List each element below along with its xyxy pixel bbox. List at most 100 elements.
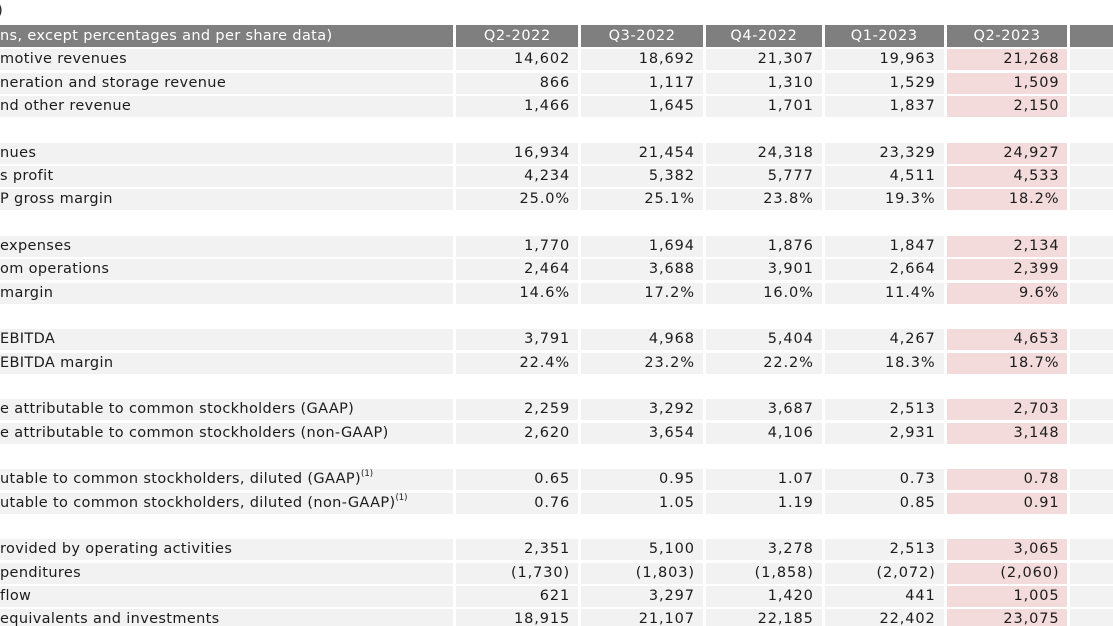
- cell-value: 18,915: [456, 609, 579, 626]
- stub-cell: [1070, 259, 1113, 281]
- row-label-cell: EBITDA margin: [0, 352, 454, 374]
- cell-value: 17.2%: [581, 282, 703, 304]
- cell-value: 4,106: [705, 422, 822, 444]
- cell-value-highlighted: 2,150: [946, 95, 1068, 117]
- table-row: nues 16,934 21,454 24,318 23,329 24,927: [0, 142, 1113, 164]
- cell-value-highlighted: (2,060): [946, 562, 1068, 584]
- spacer-row: [0, 376, 1113, 397]
- row-label-cell: nd other revenue: [0, 95, 454, 117]
- cell-value: 22,402: [824, 609, 944, 626]
- spacer-row: [0, 446, 1113, 467]
- cell-value: (1,803): [581, 562, 703, 584]
- cell-value: 0.73: [824, 469, 944, 491]
- cell-value: 621: [456, 585, 579, 607]
- cell-value: 19.3%: [824, 189, 944, 211]
- stub-cell: [1070, 352, 1113, 374]
- spacer-row: [0, 213, 1113, 234]
- row-label-cell: neration and storage revenue: [0, 72, 454, 94]
- cell-value-highlighted: 2,134: [946, 235, 1068, 257]
- stub-cell: [1070, 585, 1113, 607]
- cell-value: 21,107: [581, 609, 703, 626]
- table-body: motive revenues 14,602 18,692 21,307 19,…: [0, 49, 1113, 626]
- cell-value-highlighted: 18.7%: [946, 352, 1068, 374]
- cell-value: 4,267: [824, 329, 944, 351]
- spacer-row: [0, 306, 1113, 327]
- row-label: flow: [0, 587, 32, 604]
- row-label: EBITDA: [0, 331, 56, 348]
- table-row: equivalents and investments 18,915 21,10…: [0, 609, 1113, 626]
- cell-value-highlighted: 2,399: [946, 259, 1068, 281]
- cell-value: 1,847: [824, 235, 944, 257]
- header-quarter-q3-2022: Q3-2022: [581, 25, 703, 47]
- row-label: utable to common stockholders, diluted (…: [0, 471, 362, 488]
- cell-value: 3,297: [581, 585, 703, 607]
- cell-value-highlighted: 4,533: [946, 165, 1068, 187]
- cell-value: 3,687: [705, 399, 822, 421]
- cell-value: 4,968: [581, 329, 703, 351]
- header-quarter-q1-2023: Q1-2023: [824, 25, 944, 47]
- table-row: flow 621 3,297 1,420 441 1,005: [0, 585, 1113, 607]
- cell-value: 5,404: [705, 329, 822, 351]
- cell-value: 1,837: [824, 95, 944, 117]
- header-quarter-q2-2023: Q2-2023: [946, 25, 1068, 47]
- row-label: utable to common stockholders, diluted (…: [0, 494, 396, 511]
- cell-value: 1,529: [824, 72, 944, 94]
- row-label: om operations: [0, 261, 110, 278]
- row-label-cell: P gross margin: [0, 189, 454, 211]
- table-row: neration and storage revenue 866 1,117 1…: [0, 72, 1113, 94]
- stub-cell: [1070, 399, 1113, 421]
- cell-value-highlighted: 23,075: [946, 609, 1068, 626]
- row-label-cell: e attributable to common stockholders (G…: [0, 399, 454, 421]
- cell-value: 2,664: [824, 259, 944, 281]
- row-label-cell: expenses: [0, 235, 454, 257]
- row-label: nd other revenue: [0, 97, 132, 114]
- cell-value: 22.2%: [705, 352, 822, 374]
- cell-value: 2,351: [456, 539, 579, 561]
- row-label-cell: penditures: [0, 562, 454, 584]
- spacer-row: [0, 119, 1113, 140]
- cell-value: 1,770: [456, 235, 579, 257]
- cell-value: 3,791: [456, 329, 579, 351]
- stub-cell: [1070, 492, 1113, 514]
- cell-value: 22.4%: [456, 352, 579, 374]
- cell-value: 0.85: [824, 492, 944, 514]
- row-label: equivalents and investments: [0, 611, 220, 626]
- stub-cell: [1070, 165, 1113, 187]
- stub-cell: [1070, 95, 1113, 117]
- stub-cell: [1070, 609, 1113, 626]
- cell-value: 0.95: [581, 469, 703, 491]
- cell-value: 1,420: [705, 585, 822, 607]
- cell-value-highlighted: 3,148: [946, 422, 1068, 444]
- cell-value-highlighted: 0.78: [946, 469, 1068, 491]
- header-label-cell: ns, except percentages and per share dat…: [0, 25, 454, 47]
- cell-value-highlighted: 18.2%: [946, 189, 1068, 211]
- row-label-cell: equivalents and investments: [0, 609, 454, 626]
- spacer-row: [0, 516, 1113, 537]
- table-row: utable to common stockholders, diluted (…: [0, 492, 1113, 514]
- cell-value: 2,931: [824, 422, 944, 444]
- cell-value: 14,602: [456, 49, 579, 71]
- row-label-cell: s profit: [0, 165, 454, 187]
- table-row: nd other revenue 1,466 1,645 1,701 1,837…: [0, 95, 1113, 117]
- table-row: om operations 2,464 3,688 3,901 2,664 2,…: [0, 259, 1113, 281]
- cell-value: 11.4%: [824, 282, 944, 304]
- cell-value-highlighted: 1,509: [946, 72, 1068, 94]
- row-label-cell: nues: [0, 142, 454, 164]
- row-label: motive revenues: [0, 51, 127, 68]
- cell-value: 3,278: [705, 539, 822, 561]
- table-row: utable to common stockholders, diluted (…: [0, 469, 1113, 491]
- title-fragment: ): [0, 0, 3, 20]
- cell-value-highlighted: 24,927: [946, 142, 1068, 164]
- cell-value: 1,117: [581, 72, 703, 94]
- table-row: margin 14.6% 17.2% 16.0% 11.4% 9.6%: [0, 282, 1113, 304]
- cell-value: 1,310: [705, 72, 822, 94]
- table-row: P gross margin 25.0% 25.1% 23.8% 19.3% 1…: [0, 189, 1113, 211]
- cell-value: 25.1%: [581, 189, 703, 211]
- cell-value: 24,318: [705, 142, 822, 164]
- cell-value-highlighted: 3,065: [946, 539, 1068, 561]
- cell-value: 3,901: [705, 259, 822, 281]
- cell-value: 18.3%: [824, 352, 944, 374]
- cell-value: 23.8%: [705, 189, 822, 211]
- cell-value: 16,934: [456, 142, 579, 164]
- stub-cell: [1070, 422, 1113, 444]
